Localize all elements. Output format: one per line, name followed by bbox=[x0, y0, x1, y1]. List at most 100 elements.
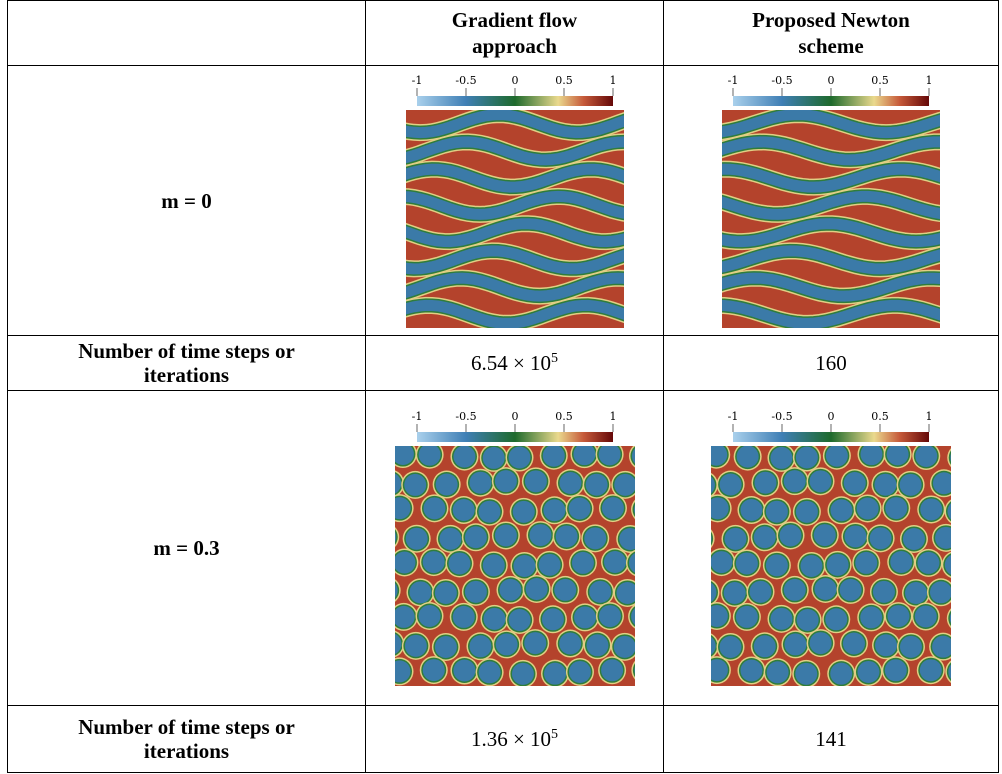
dot bbox=[860, 606, 883, 629]
header-text: Gradient flow approach bbox=[451, 8, 578, 58]
dot bbox=[573, 606, 596, 629]
dot bbox=[723, 581, 746, 604]
dot bbox=[572, 446, 595, 466]
dot bbox=[843, 472, 866, 495]
dot bbox=[902, 527, 925, 550]
dot bbox=[948, 664, 951, 679]
dot bbox=[482, 446, 505, 469]
dot bbox=[543, 662, 566, 685]
dot bbox=[844, 525, 867, 548]
dot bbox=[435, 473, 458, 496]
dot bbox=[869, 527, 892, 550]
dot bbox=[949, 613, 951, 624]
stripe bbox=[405, 109, 624, 138]
dot bbox=[875, 634, 898, 657]
dot bbox=[542, 499, 565, 522]
image-cell: -1 -0.5 0 0.5 1 bbox=[365, 65, 664, 336]
dot bbox=[711, 446, 728, 466]
dot bbox=[886, 446, 909, 466]
column-header: Proposed Newton scheme bbox=[663, 0, 999, 66]
image-cell: -1 -0.5 0 0.5 1 bbox=[365, 390, 664, 706]
dot bbox=[628, 553, 635, 573]
stripe bbox=[405, 272, 624, 302]
dot bbox=[422, 659, 445, 682]
colorbar-tick-label: -0.5 bbox=[771, 410, 792, 423]
dot bbox=[766, 661, 789, 684]
dot bbox=[434, 581, 457, 604]
dot bbox=[508, 608, 531, 631]
dot bbox=[795, 500, 818, 523]
dot-rim bbox=[711, 531, 714, 546]
dot bbox=[899, 473, 922, 496]
dot bbox=[935, 526, 951, 549]
dot bbox=[825, 446, 848, 467]
dot bbox=[917, 551, 940, 574]
dot bbox=[452, 659, 475, 682]
colorbar-tick-label: -0.5 bbox=[771, 74, 792, 87]
dot bbox=[394, 551, 415, 574]
image-cell: -1 -0.5 0 0.5 1 bbox=[663, 65, 999, 336]
dot bbox=[905, 581, 928, 604]
dot bbox=[633, 666, 635, 674]
dot bbox=[448, 552, 471, 575]
dot bbox=[613, 635, 635, 658]
dot bbox=[809, 470, 832, 493]
dot-rim bbox=[394, 529, 398, 545]
dot bbox=[796, 608, 819, 631]
stripe bbox=[722, 190, 940, 220]
colorbar-tick-label: 0 bbox=[511, 74, 518, 87]
stripe bbox=[405, 135, 624, 165]
dot bbox=[558, 472, 581, 495]
dot bbox=[405, 527, 428, 550]
dot bbox=[711, 476, 715, 494]
dot bbox=[735, 552, 758, 575]
dot bbox=[512, 500, 535, 523]
dot bbox=[719, 635, 742, 658]
dot bbox=[711, 636, 716, 655]
dot bbox=[914, 605, 937, 628]
dot bbox=[394, 633, 401, 654]
dot bbox=[814, 578, 837, 601]
dot bbox=[754, 471, 777, 494]
dot bbox=[434, 635, 457, 658]
dot bbox=[857, 660, 880, 683]
pattern-image bbox=[722, 109, 940, 328]
dot bbox=[630, 608, 635, 625]
dot bbox=[422, 497, 445, 520]
dot bbox=[915, 446, 938, 468]
row-label: Number of time steps or iterations bbox=[7, 335, 366, 391]
colorbar: -1 -0.5 0 0.5 1 bbox=[728, 410, 933, 442]
colorbar: -1 -0.5 0 0.5 1 bbox=[728, 74, 933, 106]
pattern-image bbox=[405, 109, 624, 328]
colorbar-tick-label: 0 bbox=[828, 74, 835, 87]
dot bbox=[452, 499, 475, 522]
dot bbox=[494, 524, 517, 547]
colorbar-tick-label: 1 bbox=[609, 410, 616, 423]
dot bbox=[830, 662, 853, 685]
dot bbox=[542, 446, 565, 467]
dot bbox=[568, 660, 591, 683]
dot bbox=[950, 453, 951, 462]
dot bbox=[711, 659, 728, 682]
dot-rim bbox=[948, 450, 951, 465]
dot-rim bbox=[632, 663, 635, 678]
stripe bbox=[405, 163, 624, 193]
dot bbox=[498, 578, 521, 601]
dot bbox=[631, 448, 635, 464]
dot bbox=[478, 661, 501, 684]
stripe bbox=[722, 272, 940, 302]
dot bbox=[711, 497, 729, 520]
dot bbox=[598, 605, 621, 628]
label-text: Number of time steps or iterations bbox=[78, 339, 295, 387]
dot bbox=[418, 605, 441, 628]
pattern-image bbox=[394, 446, 635, 686]
colorbar-tick-label: 0.5 bbox=[871, 74, 889, 87]
dot bbox=[770, 446, 793, 469]
dot bbox=[749, 580, 772, 603]
dot bbox=[394, 605, 415, 628]
stripe bbox=[722, 299, 940, 328]
dot bbox=[795, 446, 818, 469]
stripe bbox=[722, 244, 940, 274]
dot bbox=[511, 662, 534, 685]
stripe bbox=[405, 299, 624, 328]
